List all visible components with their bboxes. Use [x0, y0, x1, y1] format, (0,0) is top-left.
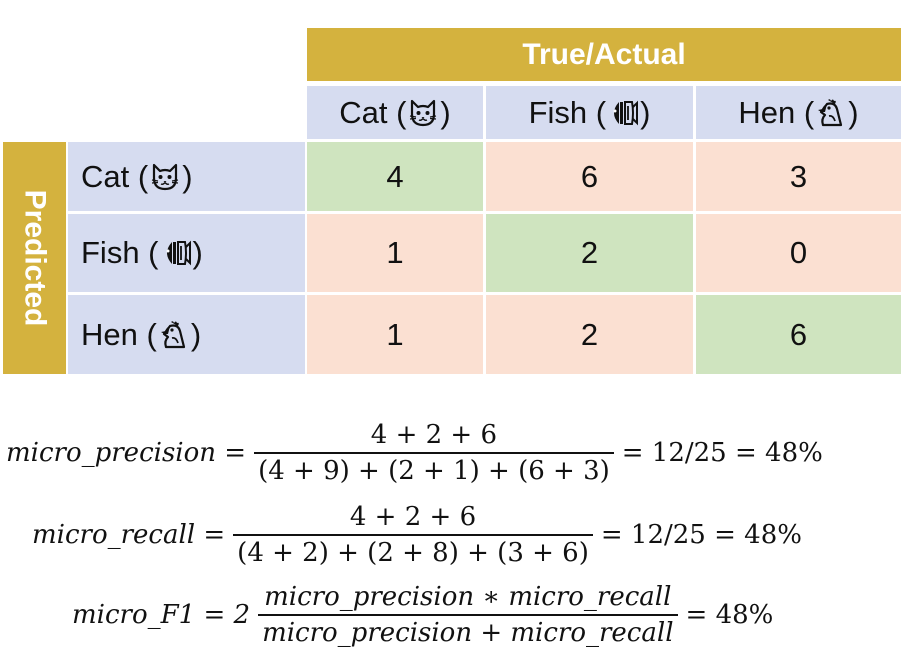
hen-icon [815, 97, 847, 129]
micro-f1-formula: micro_F1 = 2 micro_precision ∗ micro_rec… [72, 582, 773, 648]
column-header-close: ) [440, 94, 451, 130]
row-header-fish: Fish ( ) [68, 214, 305, 292]
denominator: micro_precision + micro_recall [258, 614, 678, 648]
denominator: (4 + 2) + (2 + 8) + (3 + 6) [233, 534, 593, 568]
row-header-label: Fish ( [81, 235, 159, 270]
predicted-header: Predicted [3, 142, 66, 374]
micro-recall-formula: micro_recall = 4 + 2 + 6 (4 + 2) + (2 + … [32, 502, 802, 568]
matrix-value: 1 [386, 316, 404, 352]
matrix-cell-hen-hen: 6 [696, 295, 901, 374]
fish-icon [160, 237, 192, 269]
matrix-value: 2 [580, 235, 599, 270]
row-header-hen: Hen ( ) [68, 295, 305, 374]
predicted-label: Predicted [18, 189, 52, 327]
matrix-cell-hen-fish: 2 [486, 295, 693, 374]
row-header-cat: Cat ( ) [68, 142, 305, 211]
matrix-cell-fish-cat: 1 [307, 214, 483, 292]
formula-rhs: = 48% [685, 600, 774, 630]
formula-lhs: micro_F1 = 2 [72, 600, 251, 630]
fraction: 4 + 2 + 6 (4 + 9) + (2 + 1) + (6 + 3) [254, 420, 614, 486]
fish-icon [607, 97, 639, 129]
matrix-value: 2 [580, 316, 599, 352]
column-header-label: Hen ( [738, 94, 815, 130]
matrix-cell-cat-fish: 6 [486, 142, 693, 211]
formula-rhs: = 12/25 = 48% [621, 438, 823, 468]
matrix-value: 6 [580, 158, 599, 194]
denominator: (4 + 9) + (2 + 1) + (6 + 3) [254, 452, 614, 486]
hen-icon [158, 319, 190, 351]
row-header-close: ) [182, 158, 193, 194]
formula-rhs: = 12/25 = 48% [600, 520, 802, 550]
numerator: 4 + 2 + 6 [349, 502, 477, 532]
cat-icon [149, 161, 181, 193]
matrix-value: 4 [386, 158, 404, 194]
row-header-close: ) [190, 316, 202, 352]
true-actual-header: True/Actual [307, 28, 901, 81]
matrix-value: 1 [386, 235, 404, 270]
true-actual-label: True/Actual [522, 37, 686, 71]
numerator: 4 + 2 + 6 [370, 420, 498, 450]
fraction: 4 + 2 + 6 (4 + 2) + (2 + 8) + (3 + 6) [233, 502, 593, 568]
matrix-cell-cat-hen: 3 [696, 142, 901, 211]
matrix-value: 6 [789, 316, 808, 352]
matrix-cell-fish-hen: 0 [696, 214, 901, 292]
row-header-label: Hen ( [81, 316, 157, 352]
formula-lhs: micro_recall = [32, 520, 226, 550]
column-header-label: Fish ( [528, 94, 607, 130]
row-header-close: ) [192, 235, 203, 270]
formulas: micro_precision = 4 + 2 + 6 (4 + 9) + (2… [0, 410, 918, 667]
fraction: micro_precision ∗ micro_recall micro_pre… [258, 582, 678, 648]
row-header-label: Cat ( [81, 158, 149, 194]
column-header-close: ) [640, 94, 651, 130]
matrix-cell-fish-fish: 2 [486, 214, 693, 292]
matrix-value: 3 [789, 158, 808, 194]
column-header-hen: Hen ( ) [696, 86, 901, 139]
column-header-cat: Cat ( ) [307, 86, 483, 139]
matrix-value: 0 [789, 235, 808, 270]
cat-icon [407, 97, 439, 129]
column-header-label: Cat ( [339, 94, 407, 130]
matrix-cell-hen-cat: 1 [307, 295, 483, 374]
formula-lhs: micro_precision = [6, 438, 247, 468]
matrix-cell-cat-cat: 4 [307, 142, 483, 211]
column-header-fish: Fish ( ) [486, 86, 693, 139]
numerator: micro_precision ∗ micro_recall [264, 582, 672, 612]
micro-precision-formula: micro_precision = 4 + 2 + 6 (4 + 9) + (2… [6, 420, 823, 486]
column-header-close: ) [848, 94, 859, 130]
